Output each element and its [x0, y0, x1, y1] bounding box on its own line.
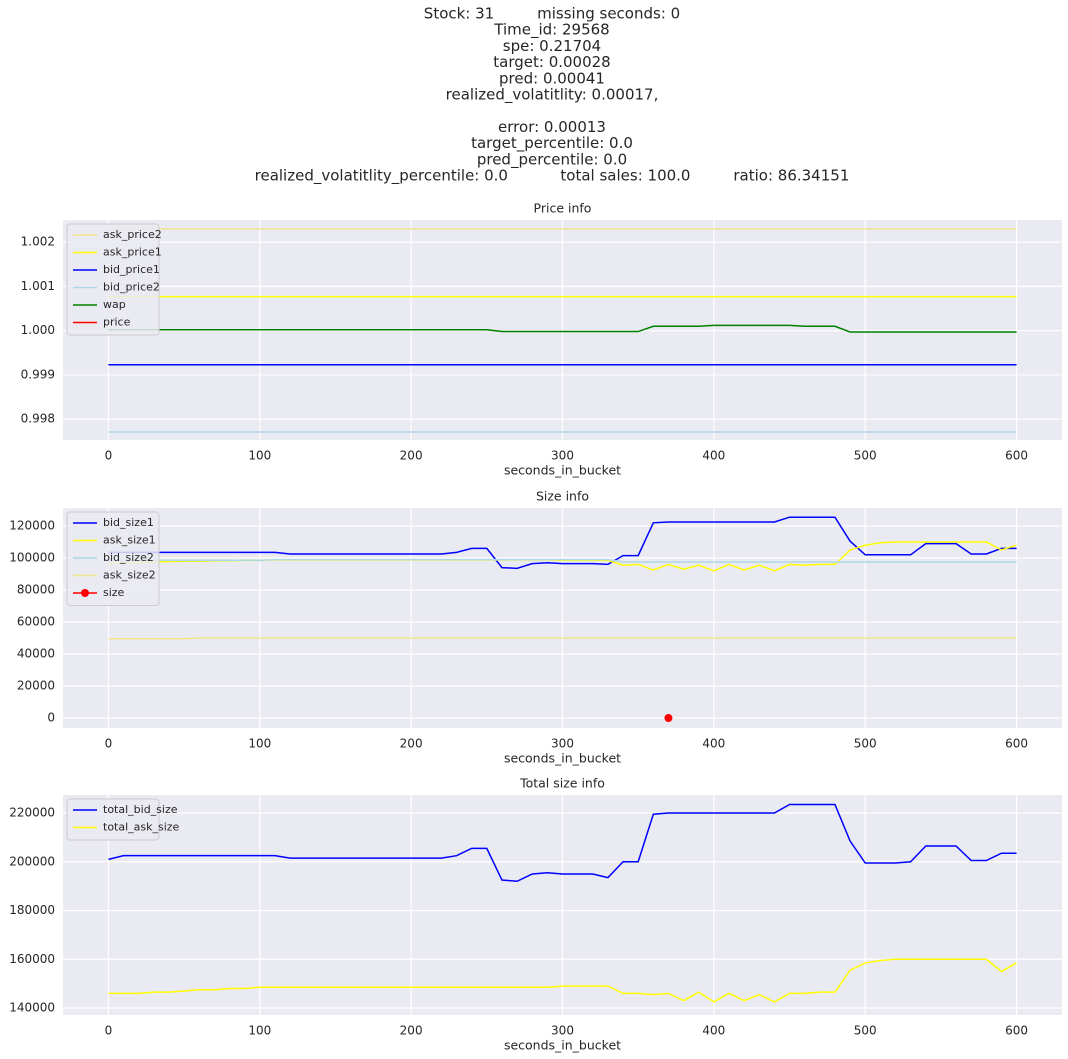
series-line [108, 324, 1017, 333]
y-tick-label: 1.001 [21, 279, 55, 293]
x-tick-label: 300 [551, 737, 574, 751]
x-tick-label: 0 [105, 1024, 113, 1038]
y-tick-label: 100000 [9, 551, 55, 565]
x-tick-label: 600 [1005, 737, 1028, 751]
x-tick-label: 500 [854, 1024, 877, 1038]
y-tick-label: 60000 [17, 615, 55, 629]
x-tick-label: 500 [854, 449, 877, 463]
suptitle-line: Stock: 31 missing seconds: 0 [424, 5, 680, 23]
legend-label: ask_size2 [103, 569, 156, 582]
series-line [108, 958, 1017, 1003]
x-tick-label: 200 [400, 737, 423, 751]
x-tick-label: 500 [854, 737, 877, 751]
legend-label: bid_size1 [103, 516, 154, 529]
y-tick-label: 0.999 [21, 367, 55, 381]
x-axis-label: seconds_in_bucket [504, 751, 621, 766]
legend-label: wap [103, 298, 126, 311]
y-tick-label: 0 [47, 711, 55, 725]
suptitle-line: Time_id: 29568 [493, 21, 609, 40]
legend-label: size [103, 586, 125, 599]
y-tick-label: 1.002 [21, 235, 55, 249]
x-tick-label: 200 [400, 1024, 423, 1038]
y-tick-label: 180000 [9, 903, 55, 917]
legend-box [66, 511, 160, 606]
suptitle-line: target_percentile: 0.0 [471, 134, 633, 153]
legend-label: bid_size2 [103, 551, 154, 564]
chart-title: Total size info [519, 776, 605, 791]
x-tick-label: 400 [702, 449, 725, 463]
suptitle-line: target: 0.00028 [493, 53, 610, 71]
suptitle-line: realized_volatitlity_percentile: 0.0 tot… [255, 167, 850, 186]
chart-title: Size info [536, 489, 589, 504]
suptitle-line: error: 0.00013 [498, 118, 606, 136]
x-tick-label: 600 [1005, 1024, 1028, 1038]
series-line [108, 558, 1017, 563]
y-tick-label: 160000 [9, 952, 55, 966]
y-tick-label: 140000 [9, 1001, 55, 1015]
x-axis-label: seconds_in_bucket [504, 1038, 621, 1053]
y-tick-label: 1.000 [21, 323, 55, 337]
series-line [108, 803, 1017, 883]
legend-label: bid_price1 [103, 263, 160, 276]
x-tick-label: 100 [248, 1024, 271, 1038]
x-tick-label: 400 [702, 737, 725, 751]
suptitle-line: pred: 0.00041 [499, 69, 605, 87]
legend-label: bid_price2 [103, 281, 160, 294]
x-tick-label: 300 [551, 1024, 574, 1038]
suptitle-line: pred_percentile: 0.0 [477, 150, 627, 169]
legend-label: total_bid_size [103, 803, 178, 816]
x-axis-label: seconds_in_bucket [504, 463, 621, 478]
x-tick-label: 0 [105, 449, 113, 463]
y-tick-label: 40000 [17, 647, 55, 661]
x-tick-label: 100 [248, 737, 271, 751]
legend-label: ask_price1 [103, 246, 162, 259]
x-tick-label: 200 [400, 449, 423, 463]
legend-marker [81, 589, 89, 597]
legend-label: price [103, 316, 131, 329]
chart-title: Price info [534, 201, 592, 216]
y-tick-label: 200000 [9, 854, 55, 868]
x-tick-label: 300 [551, 449, 574, 463]
data-point [664, 714, 673, 722]
suptitle-line: spe: 0.21704 [503, 37, 601, 55]
y-tick-label: 120000 [9, 519, 55, 533]
x-tick-label: 100 [248, 449, 271, 463]
y-tick-label: 80000 [17, 583, 55, 597]
y-tick-label: 0.998 [21, 412, 55, 426]
legend-label: ask_price2 [103, 228, 162, 241]
y-tick-label: 220000 [9, 806, 55, 820]
x-tick-label: 600 [1005, 449, 1028, 463]
series-line [108, 516, 1017, 570]
x-tick-label: 400 [702, 1024, 725, 1038]
series-line [108, 637, 1017, 640]
legend-label: ask_size1 [103, 534, 156, 547]
x-tick-label: 0 [105, 737, 113, 751]
legend-label: total_ask_size [103, 821, 180, 834]
suptitle-line: realized_volatitlity: 0.00017, [446, 86, 659, 105]
y-tick-label: 20000 [17, 679, 55, 693]
